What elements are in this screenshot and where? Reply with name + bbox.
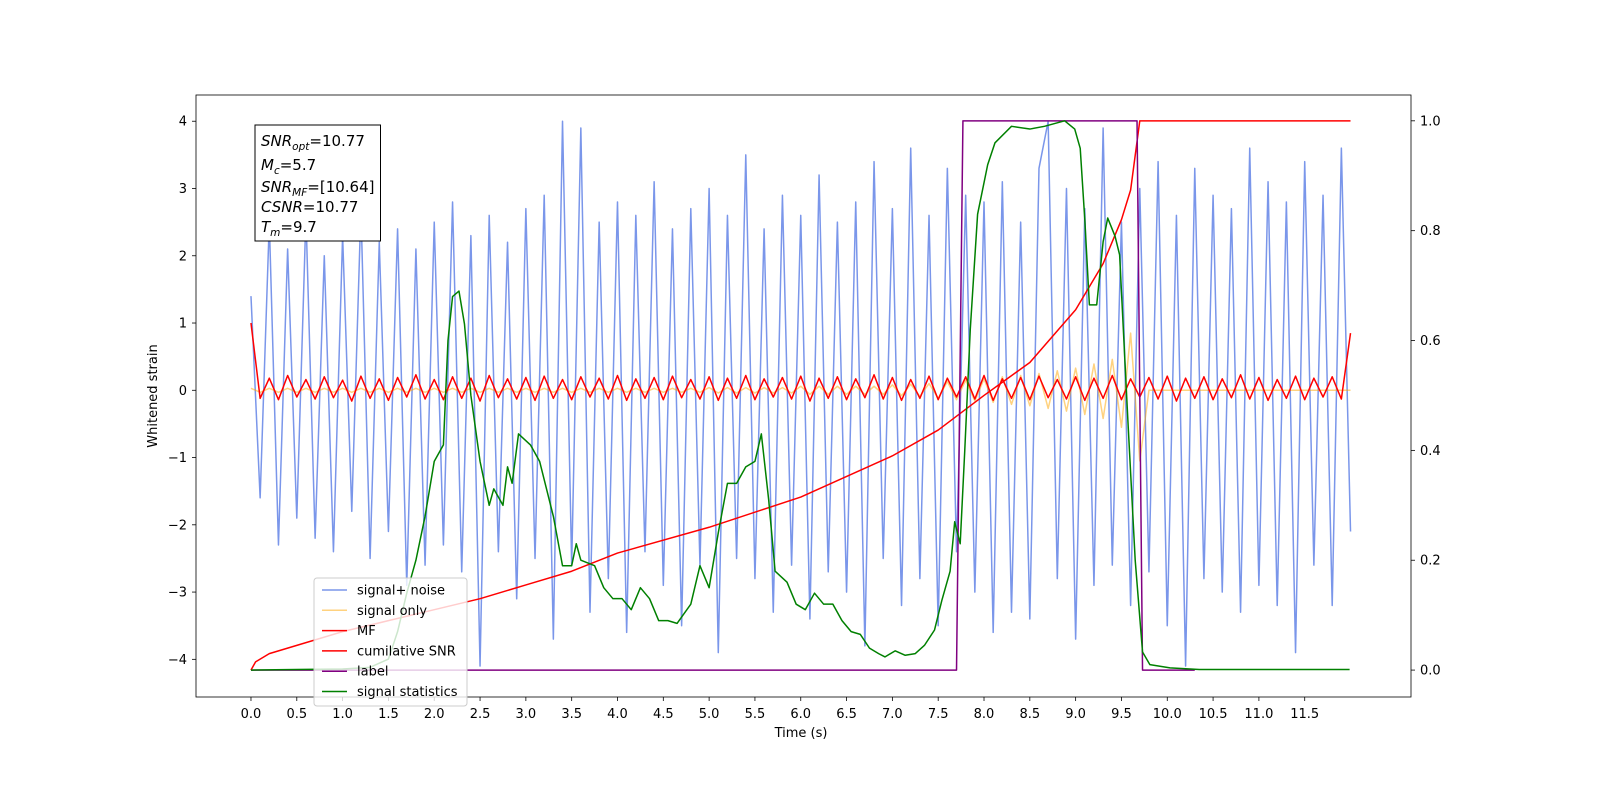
annotation-symbol: CSNR [261, 198, 303, 216]
y-axis-label: Whitened strain [146, 344, 161, 447]
legend-label: cumilative SNR [357, 644, 456, 659]
x-tick-label: 9.0 [1065, 707, 1086, 722]
annotation-line: CSNR=10.77 [261, 198, 358, 216]
legend: signal+ noise signal only MF cumilative SNR… [313, 577, 468, 707]
y2-tick-label: 1.0 [1420, 114, 1441, 129]
annotation-symbol: M [261, 156, 274, 174]
x-tick-label: 7.0 [882, 707, 903, 722]
x-tick-label: 10.5 [1199, 707, 1228, 722]
x-tick-label: 11.5 [1290, 707, 1319, 722]
x-tick-label: 6.5 [836, 707, 857, 722]
y-tick-label: −2 [168, 518, 187, 533]
x-tick-label: 4.5 [653, 707, 674, 722]
annotation-text: =5.7 [280, 156, 316, 174]
annotation-text: =10.77 [303, 198, 359, 216]
y-tick-label: 3 [179, 182, 187, 197]
x-tick-label: 2.5 [470, 707, 491, 722]
x-tick-label: 5.0 [699, 707, 720, 722]
x-tick-label: 0.5 [286, 707, 307, 722]
legend-label: signal only [357, 604, 427, 619]
axes-frame [195, 94, 1412, 698]
annotation-text: =[10.64] [307, 178, 374, 196]
y-tick-label: 2 [179, 249, 187, 264]
y-tick-label: 4 [179, 115, 187, 130]
x-tick-label: 1.0 [332, 707, 353, 722]
y-tick-label: 0 [179, 384, 187, 399]
x-tick-label: 2.0 [424, 707, 445, 722]
annotation-subscript: c [274, 165, 280, 177]
y-tick-label: 1 [179, 317, 187, 332]
y2-tick-label: 0.6 [1420, 334, 1441, 349]
x-tick-label: 6.0 [790, 707, 811, 722]
x-tick-label: 1.5 [378, 707, 399, 722]
x-tick-label: 10.0 [1153, 707, 1182, 722]
x-tick-label: 4.0 [607, 707, 628, 722]
legend-label: signal+ noise [357, 584, 445, 599]
y2-tick-label: 0.4 [1420, 444, 1441, 459]
annotation-text: =10.77 [309, 132, 365, 150]
y-tick-label: −1 [168, 451, 187, 466]
annotation-line: SNRMF=[10.64] [261, 178, 375, 199]
x-tick-label: 3.0 [516, 707, 537, 722]
series-line [250, 322, 1352, 402]
annotation-subscript: m [270, 227, 280, 239]
y-tick-label: −4 [168, 653, 187, 668]
annotation-symbol: SNR [261, 132, 292, 150]
x-tick-label: 7.5 [928, 707, 949, 722]
annotation-symbol: SNR [261, 178, 292, 196]
y2-tick-label: 0.8 [1420, 224, 1441, 239]
annotation-subscript: MF [292, 187, 308, 199]
annotation-line: Tm=9.7 [261, 218, 317, 239]
annotation-subscript: opt [292, 141, 310, 153]
annotation-text: =9.7 [280, 218, 316, 236]
x-tick-label: 3.5 [561, 707, 582, 722]
x-tick-label: 8.0 [974, 707, 995, 722]
series-line [250, 120, 1350, 671]
legend-label: MF [357, 624, 376, 639]
series-line [250, 120, 1352, 667]
annotation-line: Mc=5.7 [261, 156, 316, 177]
legend-frame [313, 577, 468, 707]
annotation-symbol: T [261, 218, 272, 236]
legend-label: signal statistics [357, 685, 458, 700]
x-tick-label: 9.5 [1111, 707, 1132, 722]
x-tick-label: 11.0 [1244, 707, 1273, 722]
series-line [250, 120, 1195, 671]
y-tick-label: −3 [168, 586, 187, 601]
legend-label: label [357, 665, 388, 680]
y2-tick-label: 0.0 [1420, 664, 1441, 679]
y2-tick-label: 0.2 [1420, 554, 1441, 569]
annotation-frame [254, 124, 381, 242]
x-tick-label: 8.5 [1019, 707, 1040, 722]
x-tick-label: 5.5 [745, 707, 766, 722]
x-axis-label: Time (s) [774, 726, 828, 741]
series-line [250, 332, 1351, 462]
x-tick-label: 0.0 [241, 707, 262, 722]
annotation-line: SNRopt=10.77 [261, 132, 365, 153]
annotation-box: SNRopt=10.77Mc=5.7SNRMF=[10.64]CSNR=10.7… [254, 124, 381, 242]
